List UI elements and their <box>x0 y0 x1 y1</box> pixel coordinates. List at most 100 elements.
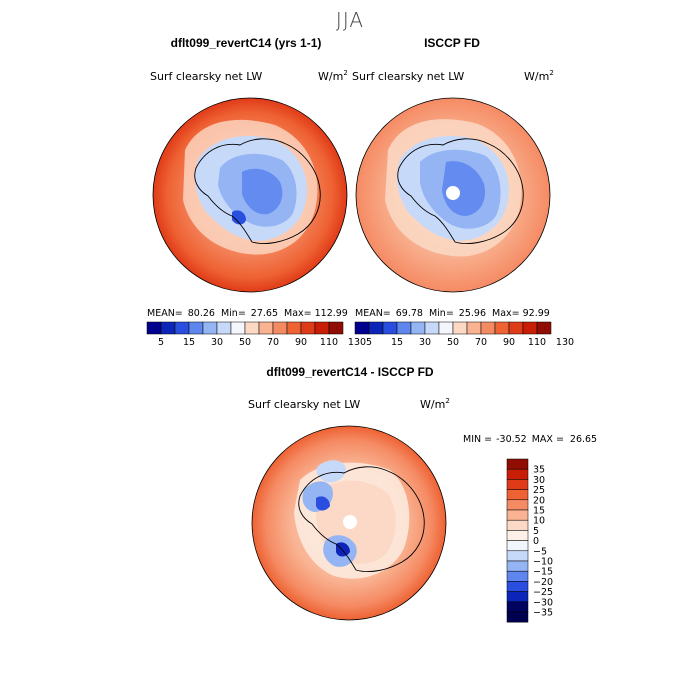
panel-1-stats: MEAN= 80.26 Min= 27.65 Max= 112.99 <box>147 308 348 319</box>
panel-2-colorbar-tick: 90 <box>503 337 515 348</box>
panel-1-colorbar-swatch <box>160 321 176 335</box>
panel-3-colorbar-swatch <box>506 591 529 603</box>
panel-1-colorbar-tick: 5 <box>158 337 164 348</box>
panel-3-colorbar-swatch <box>506 611 529 623</box>
panel-3-colorbar-tick: 15 <box>533 506 545 517</box>
panel-2-left-label: Surf clearsky net LW <box>352 70 464 83</box>
panel-3-map-border <box>251 425 447 621</box>
panel-1-colorbar-swatch <box>300 321 316 335</box>
panel-1-coastline <box>194 138 321 245</box>
panel-3-colorbar-swatch <box>506 468 529 480</box>
panel-2-field-blue-inner <box>442 161 486 216</box>
panel-2-coastline <box>397 138 524 245</box>
panel-3-colorbar-tick: 10 <box>533 516 545 527</box>
panel-3-colorbar-tick: 20 <box>533 495 545 506</box>
panel-1-colorbar-tick: 30 <box>211 337 223 348</box>
panel-2-stats: MEAN= 69.78 Min= 25.96 Max= 92.99 <box>355 308 550 319</box>
panel-1-left-label: Surf clearsky net LW <box>150 70 262 83</box>
panel-2-colorbar: 5 15 30 50 70 90 110 130 <box>354 321 574 348</box>
panel-3-colorbar-swatch <box>506 560 529 572</box>
panel-3-minmax: MIN = -30.52 MAX = 26.65 <box>463 434 597 445</box>
panel-3-colorbar-tick: −30 <box>533 597 553 608</box>
panel-1-colorbar-swatch <box>314 321 330 335</box>
panel-3-map <box>252 426 446 620</box>
panel-1-colorbar-swatch <box>328 321 344 335</box>
panel-2-title: ISCCP FD <box>424 36 480 50</box>
panel-2: ISCCP FD Surf clearsky net LW W/m2 MEAN=… <box>352 36 574 348</box>
panel-2-colorbar-swatch <box>424 321 440 335</box>
panel-2-colorbar-tick: 5 <box>366 337 372 348</box>
panel-3-left-label: Surf clearsky net LW <box>248 398 360 411</box>
panel-2-colorbar-swatch <box>536 321 552 335</box>
panel-1-field-blue-spot <box>232 210 246 225</box>
panel-3-colorbar-swatch <box>506 519 529 531</box>
panel-3-colorbar-tick: −15 <box>533 567 553 578</box>
panel-3-colorbar-swatch <box>506 601 529 613</box>
panel-1-field-blue-inner <box>242 168 283 215</box>
panel-2-colorbar-swatch <box>438 321 454 335</box>
panel-2-colorbar-tick: 50 <box>447 337 459 348</box>
panel-2-colorbar-swatch <box>382 321 398 335</box>
panel-3-colorbar-tick: −5 <box>533 546 547 557</box>
panel-1-colorbar-swatch <box>202 321 218 335</box>
panel-3-colorbar-swatch <box>506 489 529 501</box>
panel-3-colorbar-tick: 5 <box>533 526 539 537</box>
panel-3-colorbar-tick: −35 <box>533 608 553 619</box>
panel-3-colorbar-tick: 35 <box>533 465 545 476</box>
panel-2-colorbar-swatch <box>396 321 412 335</box>
panel-3-colorbar-swatch <box>506 479 529 490</box>
panel-2-colorbar-swatch <box>466 321 482 335</box>
panel-3-colorbar-swatch <box>506 581 529 592</box>
panel-2-colorbar-swatch <box>508 321 524 335</box>
panel-3-colorbar-swatch <box>506 499 529 511</box>
panel-2-map-border <box>355 97 551 293</box>
panel-3-colorbar-swatch <box>506 550 529 562</box>
panel-1-colorbar-swatch <box>286 321 302 335</box>
panel-1-colorbar-swatch <box>146 321 162 335</box>
panel-3-colorbar-swatch <box>506 530 529 541</box>
panel-2-colorbar-tick: 70 <box>475 337 487 348</box>
panel-3-colorbar-swatch <box>506 540 529 552</box>
panel-1-colorbar-swatch <box>188 321 204 335</box>
panel-1-colorbar-tick: 90 <box>295 337 307 348</box>
panel-2-colorbar-tick: 110 <box>528 337 546 348</box>
panel-1-title: dflt099_revertC14 (yrs 1-1) <box>171 36 322 50</box>
panel-1-map <box>153 98 347 292</box>
panel-1-colorbar-swatch <box>230 321 246 335</box>
panel-2-map <box>356 98 550 292</box>
panel-2-colorbar-tick: 15 <box>391 337 403 348</box>
panel-1-colorbar-swatch <box>244 321 260 335</box>
panel-1-map-border <box>152 97 348 293</box>
panel-1-colorbar-swatch <box>272 321 288 335</box>
panel-3-field-blue-south-core <box>336 542 350 557</box>
panel-2-colorbar-tick: 130 <box>556 337 574 348</box>
panel-1-colorbar: 5 15 30 50 70 90 110 130 <box>146 321 366 348</box>
panel-1: dflt099_revertC14 (yrs 1-1) Surf clearsk… <box>146 36 366 348</box>
panel-2-colorbar-swatch <box>410 321 426 335</box>
panel-3-pole-hole <box>343 515 357 529</box>
panel-2-colorbar-swatch <box>494 321 510 335</box>
panel-1-colorbar-tick: 70 <box>267 337 279 348</box>
panel-2-colorbar-tick: 30 <box>419 337 431 348</box>
panel-3-title: dflt099_revertC14 - ISCCP FD <box>266 365 434 379</box>
panel-3-units: W/m2 <box>420 397 450 411</box>
panel-1-colorbar-swatch <box>258 321 274 335</box>
panel-3-colorbar-swatch <box>506 509 529 521</box>
panel-1-units: W/m2 <box>318 69 348 83</box>
panel-3-field-blue-west-core <box>316 496 330 511</box>
panel-1-colorbar-tick: 50 <box>239 337 251 348</box>
panel-1-colorbar-tick: 110 <box>320 337 338 348</box>
panel-1-colorbar-swatch <box>174 321 190 335</box>
panel-1-colorbar-tick: 15 <box>183 337 195 348</box>
panel-1-colorbar-swatch <box>216 321 232 335</box>
panel-3-colorbar-tick: −10 <box>533 557 553 568</box>
panel-3-colorbar-tick: 0 <box>533 536 539 547</box>
panel-2-pole-hole <box>446 186 460 200</box>
panel-3: dflt099_revertC14 - ISCCP FD Surf clears… <box>248 365 597 623</box>
panel-3-colorbar-tick: 25 <box>533 485 545 496</box>
panel-2-units: W/m2 <box>524 69 554 83</box>
panel-3-colorbar-swatch <box>506 570 529 582</box>
season-title: JJA <box>336 8 364 32</box>
